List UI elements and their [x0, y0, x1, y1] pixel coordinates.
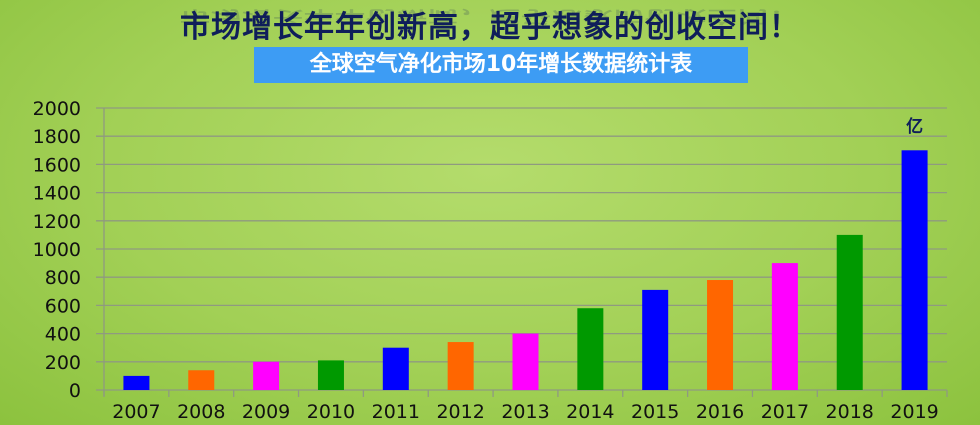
x-tick-label: 2010 [307, 401, 355, 423]
x-tick-label: 2007 [112, 401, 160, 423]
bar-2018 [836, 234, 863, 390]
y-tick-label: 800 [45, 267, 81, 289]
x-tick-label: 2019 [890, 401, 938, 423]
bar-2014 [577, 308, 604, 390]
y-tick-label: 1800 [33, 126, 81, 148]
y-tick-label: 600 [45, 295, 81, 317]
bar-2015 [642, 289, 669, 390]
y-tick-label: 400 [45, 324, 81, 346]
x-tick-label: 2018 [826, 401, 874, 423]
x-tick-label: 2015 [631, 401, 679, 423]
bar-2007 [123, 375, 150, 390]
bar-2008 [188, 370, 215, 390]
bar-2019 [901, 150, 928, 390]
y-tick-label: 1400 [33, 183, 81, 205]
bar-2009 [253, 361, 280, 390]
unit-label: 亿 [906, 116, 923, 137]
y-tick-label: 200 [45, 352, 81, 374]
x-tick-label: 2009 [242, 401, 290, 423]
chart-title-banner: 全球空气净化市场10年增长数据统计表 [254, 47, 748, 83]
page-title: 市场增长年年创新高，超乎想象的创收空间！ [180, 10, 800, 45]
y-tick-label: 1600 [33, 154, 81, 176]
bar-2013 [512, 333, 539, 390]
bar-2012 [447, 342, 474, 390]
bar-2011 [382, 347, 409, 390]
y-tick-label: 1200 [33, 211, 81, 233]
y-tick-label: 1000 [33, 239, 81, 261]
bar-2016 [707, 280, 734, 390]
bar-2010 [317, 360, 344, 390]
x-tick-label: 2016 [696, 401, 744, 423]
x-tick-label: 2011 [372, 401, 420, 423]
x-tick-label: 2012 [436, 401, 484, 423]
x-tick-label: 2014 [566, 401, 614, 423]
bar-2017 [771, 263, 798, 390]
x-tick-label: 2013 [501, 401, 549, 423]
y-tick-label: 2000 [33, 98, 81, 120]
y-tick-label: 0 [69, 380, 81, 402]
x-tick-label: 2017 [761, 401, 809, 423]
x-tick-label: 2008 [177, 401, 225, 423]
